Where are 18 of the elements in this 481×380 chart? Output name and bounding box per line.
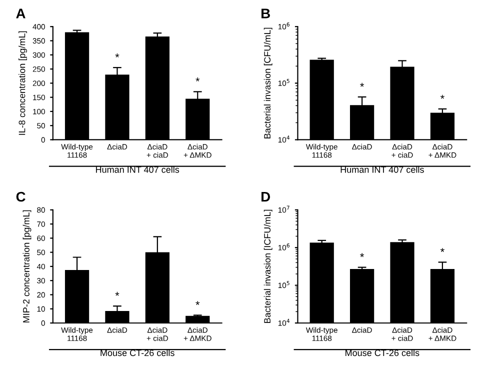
y-axis-title: MIP-2 concentration [pg/mL] [22, 210, 32, 322]
data-label: * [440, 94, 444, 99]
x-axis-title: Human INT 407 cells [96, 166, 180, 173]
y-axis-title: Bacterial invasion [ICFU/mL] [264, 210, 272, 323]
data-label: * [115, 53, 120, 58]
y-axis-title: IL-8 concentration [pg/mL] [18, 31, 27, 135]
chart-title: C [16, 192, 26, 202]
y-axis-title: Bacterial invasion [CFU/mL] [264, 28, 272, 138]
data-label: * [196, 301, 200, 306]
chart-title: D [262, 192, 270, 202]
data-label: * [360, 82, 364, 87]
chart-title: A [16, 8, 26, 18]
data-label: * [440, 248, 444, 252]
data-label: * [360, 253, 364, 258]
chart-title: B [262, 8, 270, 18]
data-label: * [115, 292, 120, 296]
data-label: * [196, 78, 200, 82]
x-axis-title: Human INT 407 cells [340, 166, 424, 173]
